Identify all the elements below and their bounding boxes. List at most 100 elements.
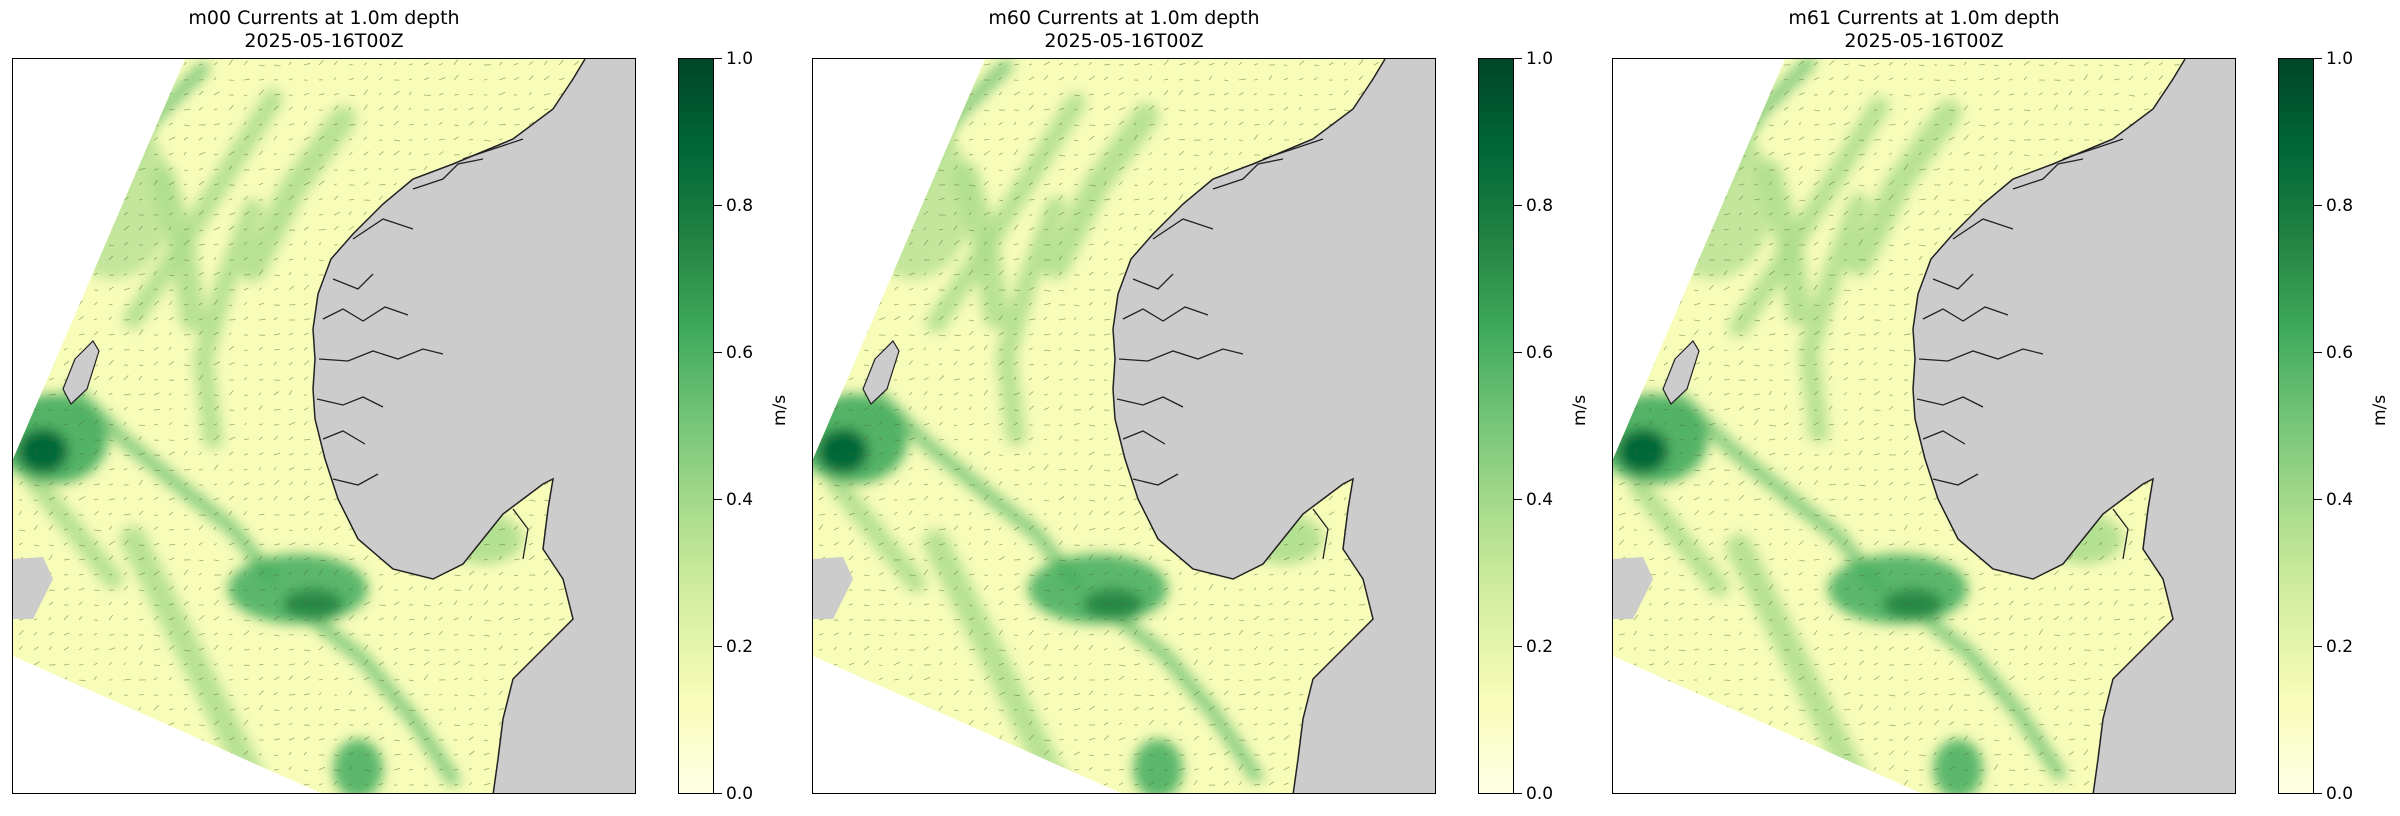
current-arrow <box>998 691 1006 696</box>
current-arrow <box>363 89 368 96</box>
current-arrow <box>63 528 68 531</box>
current-arrow <box>1073 452 1078 456</box>
current-arrow <box>848 539 854 546</box>
current-arrow <box>33 749 39 756</box>
high-speed-patch <box>18 429 68 473</box>
high-speed-patch <box>818 429 868 473</box>
current-arrow <box>63 242 68 246</box>
current-arrow <box>1118 120 1125 126</box>
current-arrow <box>258 483 265 486</box>
current-arrow <box>138 349 144 351</box>
current-arrow <box>243 630 250 636</box>
current-arrow <box>288 421 296 426</box>
current-arrow <box>453 574 461 577</box>
current-arrow <box>1043 779 1049 786</box>
current-arrow <box>1313 662 1319 666</box>
current-arrow <box>1693 107 1701 111</box>
current-arrow <box>108 526 113 531</box>
current-arrow <box>123 167 127 171</box>
current-arrow <box>63 691 68 696</box>
current-arrow <box>498 77 506 81</box>
current-arrow <box>78 333 85 336</box>
current-arrow <box>108 614 114 621</box>
current-arrow <box>1118 693 1123 696</box>
current-arrow <box>1723 317 1730 321</box>
current-arrow <box>848 78 854 81</box>
current-arrow <box>1148 105 1155 111</box>
panel-title: m00 Currents at 1.0m depth 2025-05-16T00… <box>12 7 636 53</box>
current-arrow <box>893 316 901 321</box>
current-arrow <box>258 167 265 171</box>
current-arrow <box>558 618 565 621</box>
current-arrow <box>108 647 116 651</box>
high-speed-patch <box>1083 589 1143 619</box>
current-arrow <box>273 274 281 276</box>
current-arrow <box>848 453 855 456</box>
current-arrow <box>1073 304 1080 307</box>
current-arrow <box>983 707 988 711</box>
current-arrow <box>48 168 53 171</box>
current-arrow <box>1328 528 1332 531</box>
current-arrow <box>1073 377 1078 381</box>
current-arrow <box>123 585 128 591</box>
current-arrow <box>1013 422 1019 426</box>
current-arrow <box>18 105 24 111</box>
current-arrow <box>348 528 352 531</box>
panel-title: m61 Currents at 1.0m depth 2025-05-16T00… <box>1612 7 2236 53</box>
current-arrow <box>1888 77 1893 81</box>
current-arrow <box>123 601 129 606</box>
fjord-inlet <box>322 306 409 322</box>
current-arrow <box>78 315 84 321</box>
current-arrow <box>1828 302 1834 306</box>
current-arrow <box>363 736 370 741</box>
current-arrow <box>78 61 82 66</box>
current-arrow <box>998 169 1003 171</box>
current-arrow <box>968 168 973 171</box>
current-arrow <box>923 405 927 411</box>
current-arrow <box>983 512 990 516</box>
current-arrow <box>983 451 991 456</box>
current-arrow <box>863 604 870 607</box>
current-arrow <box>1043 364 1048 366</box>
current-arrow <box>1328 646 1335 651</box>
current-arrow <box>1828 107 1832 111</box>
current-arrow <box>953 586 958 591</box>
current-arrow <box>183 239 190 246</box>
current-arrow <box>983 466 988 471</box>
current-arrow <box>228 436 236 441</box>
coastline <box>312 59 586 793</box>
current-arrow <box>228 272 232 276</box>
current-arrow <box>513 543 517 546</box>
current-arrow <box>1298 707 1302 711</box>
colorbar-tick-label: 0.0 <box>726 784 754 804</box>
current-arrow <box>18 645 23 651</box>
current-arrow <box>543 482 548 486</box>
current-arrow <box>938 334 946 337</box>
current-arrow <box>818 196 824 201</box>
current-arrow <box>1223 690 1229 696</box>
current-arrow <box>348 588 354 591</box>
current-arrow <box>393 139 401 142</box>
current-arrow <box>123 571 128 576</box>
current-arrow <box>1043 464 1049 471</box>
current-arrow <box>1118 768 1125 771</box>
current-arrow <box>998 242 1002 246</box>
current-arrow <box>1648 59 1654 66</box>
current-arrow <box>1268 781 1275 786</box>
fjord-inlet <box>1212 158 1284 190</box>
current-arrow <box>893 450 899 456</box>
current-arrow <box>93 573 99 576</box>
current-arrow <box>1933 168 1940 171</box>
current-arrow <box>108 359 114 366</box>
current-arrow <box>1253 123 1260 126</box>
current-arrow <box>48 511 54 516</box>
current-arrow <box>1208 63 1215 66</box>
current-arrow <box>93 483 100 486</box>
current-arrow <box>1373 61 1380 66</box>
current-arrow <box>848 707 852 711</box>
current-arrow <box>983 334 990 337</box>
current-arrow <box>213 632 219 636</box>
current-arrow <box>153 256 158 261</box>
current-arrow <box>1178 194 1184 201</box>
current-arrow <box>1663 167 1668 171</box>
